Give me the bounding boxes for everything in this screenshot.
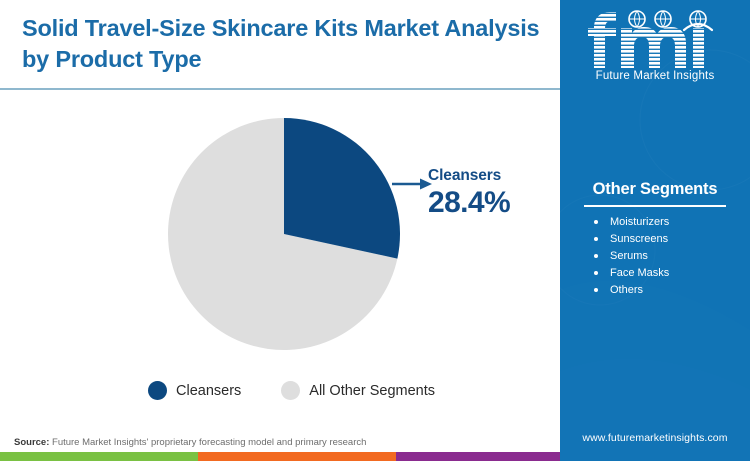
segment-label: Serums [610, 250, 648, 262]
bullet-icon [594, 237, 598, 241]
legend-label-all-other-segments: All Other Segments [309, 382, 436, 399]
list-item: Sunscreens [594, 231, 744, 248]
page-title: Solid Travel-Size Skincare Kits Market A… [22, 15, 540, 73]
footer-bar-segment-orange [198, 452, 396, 461]
segment-label: Others [610, 284, 644, 296]
website-url[interactable]: www.futuremarketinsights.com [582, 432, 728, 444]
legend-swatch-all-other-segments [281, 381, 301, 400]
list-item: Serums [594, 248, 744, 265]
footer-bar-segment-green [0, 452, 198, 461]
segment-label: Moisturizers [610, 216, 670, 228]
list-item: Face Masks [594, 265, 744, 282]
fmi-logo: Future Market Insights [560, 8, 750, 96]
bullet-icon [594, 288, 598, 292]
main-content-panel: Solid Travel-Size Skincare Kits Market A… [0, 15, 560, 461]
list-item: Moisturizers [594, 214, 744, 231]
callout-block: Cleansers 28.4% [428, 168, 558, 218]
source-label: Source: [14, 437, 50, 448]
bullet-icon [594, 271, 598, 275]
callout-value: 28.4% [428, 185, 511, 219]
segment-label: Face Masks [610, 267, 670, 279]
footer-color-bar [0, 452, 560, 461]
callout-label: Cleansers [428, 167, 502, 184]
list-item: Others [594, 282, 744, 299]
other-segments-list: Moisturizers Sunscreens Serums Face Mask… [594, 214, 744, 299]
logo-letter-f [588, 12, 616, 68]
pie-slice-cleansers [284, 118, 401, 259]
legend-item-all-other-segments: All Other Segments [281, 381, 435, 400]
segment-label: Sunscreens [610, 233, 669, 245]
pie-chart-svg [168, 118, 432, 351]
logo-letter-i [693, 28, 704, 68]
pie-slice-all-other-segments [168, 118, 398, 351]
other-segments-title: Other Segments [592, 180, 718, 198]
fmi-logo-mark [588, 10, 714, 68]
legend-label-cleansers: Cleansers [176, 382, 242, 399]
source-note: Source: Future Market Insights' propriet… [14, 437, 366, 448]
logo-globe-icons [628, 10, 714, 32]
bullet-icon [594, 220, 598, 224]
chart-legend: Cleansers All Other Segments [148, 381, 435, 400]
pie-chart [0, 100, 560, 370]
callout-arrow-icon [392, 178, 432, 190]
other-segments-divider [584, 205, 726, 207]
header-divider [0, 88, 560, 90]
legend-swatch-cleansers [148, 381, 167, 400]
legend-item-cleansers: Cleansers [148, 381, 241, 400]
footer-bar-segment-purple [396, 452, 560, 461]
brand-sidebar: Future Market Insights Other Segments Mo… [560, 0, 750, 461]
source-text: Future Market Insights' proprietary fore… [49, 437, 367, 448]
fmi-logo-tagline: Future Market Insights [595, 70, 715, 82]
bullet-icon [594, 254, 598, 258]
logo-letter-m [621, 27, 686, 68]
